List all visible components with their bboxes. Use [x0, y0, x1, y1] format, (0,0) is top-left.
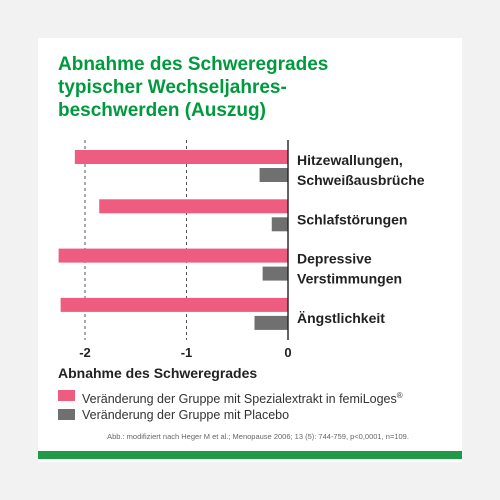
category-label: Verstimmungen	[297, 271, 402, 287]
chart-title: Abnahme des Schweregrades typischer Wech…	[58, 53, 358, 122]
category-label: Depressive	[297, 251, 372, 267]
legend-swatch-placebo	[58, 409, 75, 420]
category-label: Schlafstörungen	[297, 211, 407, 227]
bar-treatment	[60, 297, 288, 312]
legend-label-treatment: Veränderung der Gruppe mit Spezialextrak…	[82, 388, 403, 407]
x-axis-label: Abnahme des Schweregrades	[58, 365, 257, 381]
registered-mark: ®	[396, 391, 403, 400]
source-note: Abb.: modifiziert nach Heger M et al.; M…	[107, 432, 409, 441]
bar-placebo	[262, 266, 288, 281]
bar-treatment	[58, 248, 288, 263]
legend-swatch-treatment	[58, 390, 75, 401]
bar-treatment	[99, 199, 289, 214]
x-tick-label: 0	[284, 345, 291, 360]
legend-label-placebo: Veränderung der Gruppe mit Placebo	[82, 408, 290, 422]
bottom-color-band	[38, 451, 462, 459]
bar-treatment	[74, 150, 288, 164]
x-tick-label: -2	[79, 345, 91, 360]
bar-placebo	[259, 168, 288, 182]
category-label: Schweißausbrüche	[297, 172, 425, 188]
chart-title-line: beschwerden (Auszug)	[58, 100, 266, 121]
category-label: Hitzewallungen,	[297, 152, 403, 168]
bar-placebo	[271, 217, 288, 232]
chart-title-line: Abnahme des Schweregrades	[58, 54, 329, 75]
x-tick-label: -1	[181, 345, 193, 360]
legend-label-text: Veränderung der Gruppe mit Spezialextrak…	[82, 392, 397, 407]
bar-placebo	[254, 315, 288, 330]
chart-title-line: typischer Wechseljahres-	[58, 77, 287, 98]
category-label: Ängstlichkeit	[297, 310, 385, 326]
